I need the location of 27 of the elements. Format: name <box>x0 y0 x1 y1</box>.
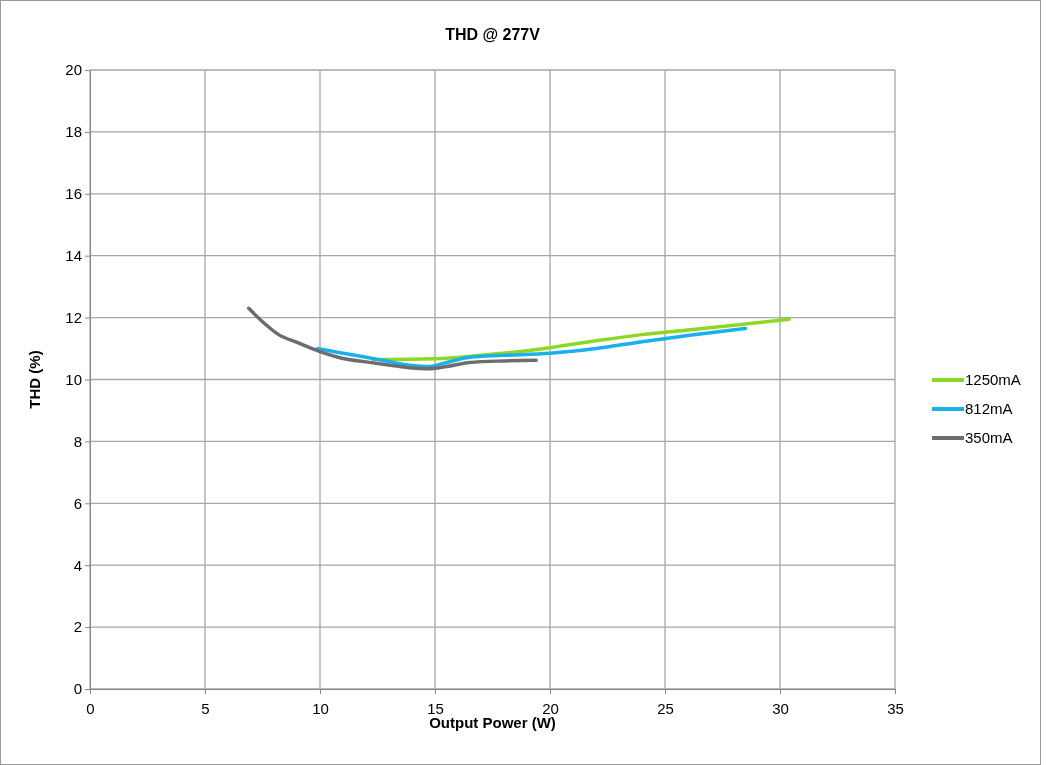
legend-label: 1250mA <box>965 371 1021 388</box>
y-tick-label: 4 <box>73 556 82 574</box>
x-axis-title: Output Power (W) <box>429 714 556 731</box>
y-tick-label: 14 <box>65 247 82 264</box>
legend-label: 812mA <box>965 400 1013 417</box>
x-tick-label: 10 <box>312 699 329 717</box>
y-tick-label: 10 <box>65 370 82 388</box>
legend-label: 350mA <box>965 429 1013 446</box>
y-tick-label: 12 <box>65 308 82 326</box>
y-tick-label: 8 <box>73 432 82 450</box>
y-tick-label: 18 <box>65 123 82 141</box>
x-tick-label: 15 <box>427 699 444 717</box>
y-axis-title: THD (%) <box>26 350 43 409</box>
x-tick-label: 5 <box>201 699 210 717</box>
y-tick-label: 20 <box>65 61 82 79</box>
y-tick-label: 2 <box>73 618 82 636</box>
x-tick-label: 30 <box>772 699 789 717</box>
x-tick-label: 20 <box>542 699 559 717</box>
chart-title: THD @ 277V <box>445 26 541 43</box>
y-tick-label: 0 <box>73 680 82 698</box>
x-tick-label: 35 <box>887 699 904 717</box>
y-tick-label: 16 <box>65 185 82 203</box>
line-series <box>246 306 538 371</box>
x-tick-label: 25 <box>657 699 674 717</box>
x-tick-label: 0 <box>86 699 95 717</box>
line-series <box>315 326 748 369</box>
y-tick-label: 6 <box>73 494 82 512</box>
